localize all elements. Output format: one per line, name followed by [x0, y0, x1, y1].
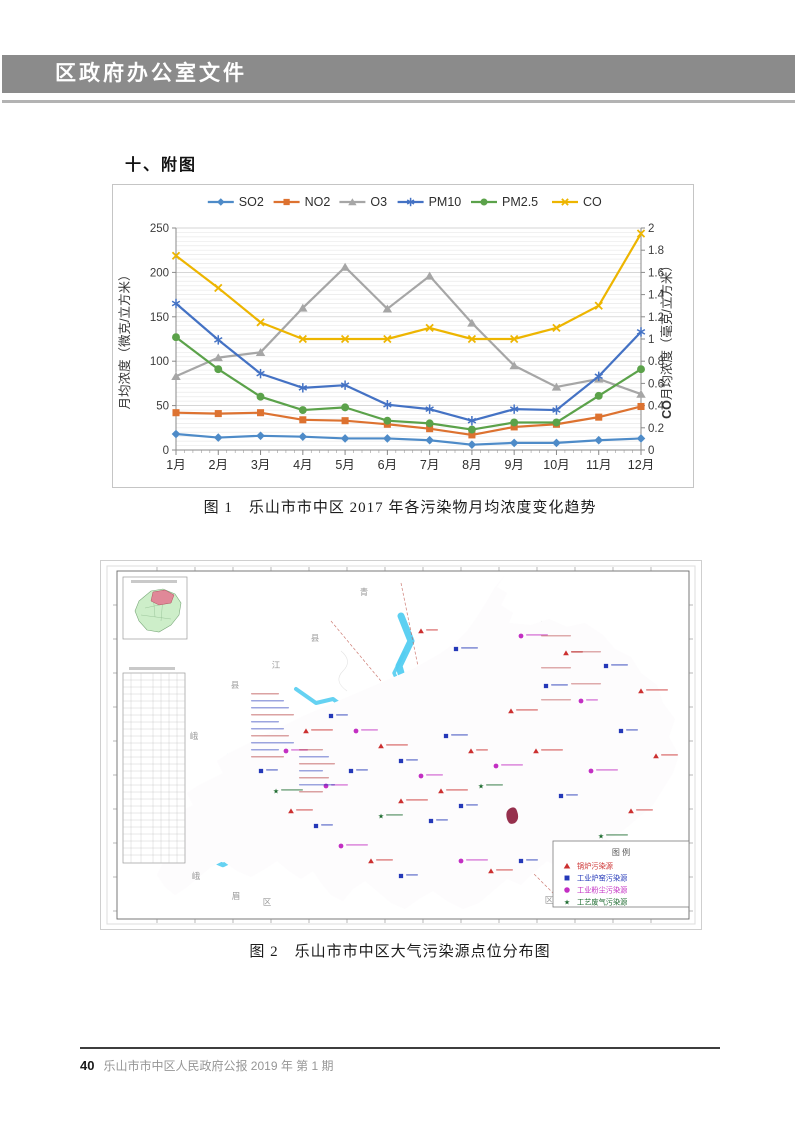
svg-text:峨: 峨	[192, 871, 201, 881]
inset-overview-map	[122, 576, 188, 640]
svg-text:8月: 8月	[462, 458, 481, 472]
svg-text:县: 县	[231, 680, 240, 690]
svg-text:1.6: 1.6	[648, 267, 664, 279]
svg-text:10月: 10月	[543, 458, 569, 472]
svg-text:眉: 眉	[232, 891, 241, 901]
series-O3	[171, 262, 646, 398]
svg-text:★: ★	[273, 788, 279, 796]
svg-text:PM10: PM10	[429, 195, 462, 209]
document-header-bar: 区政府办公室文件	[2, 55, 795, 93]
chart-axis-labels: 0 50 100 150 200 250 0 0.2 0.4 0.6 0.8 1 1.2 1.4 1.6 1.…	[150, 223, 665, 472]
svg-text:2: 2	[648, 223, 654, 235]
svg-text:5月: 5月	[335, 458, 354, 472]
svg-text:工艺废气污染源: 工艺废气污染源	[577, 898, 627, 907]
svg-text:青: 青	[360, 587, 369, 597]
figure-1-chart-frame: 0 50 100 150 200 250 0 0.2 0.4 0.6 0.8 1 1.2 1.4 1.6 1.…	[112, 184, 694, 488]
map-outer-frame	[106, 565, 696, 925]
svg-text:100: 100	[150, 356, 169, 368]
svg-text:县: 县	[311, 633, 320, 643]
svg-text:4月: 4月	[293, 458, 312, 472]
map-data-table	[122, 667, 186, 864]
svg-text:1.4: 1.4	[648, 290, 665, 302]
svg-text:0: 0	[648, 445, 654, 457]
svg-text:NO2: NO2	[305, 195, 331, 209]
svg-text:0.6: 0.6	[648, 378, 664, 390]
svg-text:PM2.5: PM2.5	[502, 195, 538, 209]
chart-gridlines	[176, 227, 641, 446]
header-title: 区政府办公室文件	[55, 62, 247, 85]
svg-text:0.4: 0.4	[648, 401, 665, 413]
pollution-source-map: ★★★★ 青县江县峨峨眉区区 图 例 锅炉污染源工业炉窑污染源工业粉尘污染	[106, 565, 696, 925]
figure-2-caption: 图 2 乐山市市中区大气污染源点位分布图	[249, 944, 551, 960]
svg-text:江: 江	[272, 660, 281, 670]
map-legend-title: 图 例	[612, 847, 630, 857]
footer: 40 乐山市市中区人民政府公报 2019 年 第 1 期	[80, 1057, 334, 1074]
svg-text:区: 区	[545, 895, 554, 905]
svg-text:0.8: 0.8	[648, 356, 664, 368]
pollution-point-markers: ★ ★ ★ ★	[251, 628, 678, 879]
svg-text:CO: CO	[583, 195, 602, 209]
header-divider	[2, 100, 795, 103]
svg-text:区: 区	[263, 897, 272, 907]
section-heading: 十、附图	[125, 157, 198, 174]
map-graticule-ticks	[113, 567, 693, 923]
footer-divider	[80, 1047, 720, 1049]
map-neighbor-labels: 青县江县峨峨眉区区	[190, 587, 554, 907]
chart-legend: SO2 NO2 O3 PM10 PM2.5 CO	[207, 195, 602, 209]
svg-text:1.2: 1.2	[648, 312, 664, 324]
svg-text:7月: 7月	[420, 458, 439, 472]
svg-text:250: 250	[150, 223, 169, 235]
pollution-trend-line-chart: 0 50 100 150 200 250 0 0.2 0.4 0.6 0.8 1 1.2 1.4 1.6 1.…	[117, 195, 674, 472]
svg-text:3月: 3月	[251, 458, 270, 472]
svg-text:150: 150	[150, 312, 169, 324]
svg-text:50: 50	[156, 401, 169, 413]
svg-text:200: 200	[150, 267, 169, 279]
svg-text:★: ★	[564, 899, 570, 907]
figure-2-map-frame: ★ ★ ★ ★ 青县江县峨峨眉区区 图 例 锅炉污染源 工业炉窑污染源 工业粉尘污染	[100, 560, 702, 930]
svg-text:1月: 1月	[166, 458, 185, 472]
svg-text:锅炉污染源: 锅炉污染源	[577, 862, 613, 871]
svg-text:SO2: SO2	[239, 195, 264, 209]
svg-text:9月: 9月	[504, 458, 523, 472]
left-axis-title: 月均浓度（微克/立方米）	[117, 269, 132, 410]
series-PM10	[171, 298, 646, 426]
svg-text:2月: 2月	[209, 458, 228, 472]
series-CO	[171, 229, 646, 344]
series-SO2	[171, 429, 646, 449]
right-axis-title: CO月均浓度（毫克/立方米）	[659, 259, 674, 419]
footer-text: 乐山市市中区人民政府公报 2019 年 第 1 期	[103, 1059, 334, 1073]
footer-page-number: 40	[80, 1058, 95, 1073]
svg-text:1: 1	[648, 334, 654, 346]
svg-text:0: 0	[163, 445, 169, 457]
svg-text:1.8: 1.8	[648, 245, 664, 257]
series-PM2.5	[172, 333, 645, 434]
svg-text:工业炉窑污染源: 工业炉窑污染源	[577, 874, 627, 883]
svg-text:峨: 峨	[190, 731, 199, 741]
svg-text:12月: 12月	[628, 458, 654, 472]
svg-text:工业粉尘污染源: 工业粉尘污染源	[577, 886, 627, 895]
series-NO2	[172, 402, 645, 439]
svg-text:★: ★	[378, 813, 384, 821]
map-neatline	[116, 570, 690, 920]
svg-text:★: ★	[598, 833, 604, 841]
svg-text:★: ★	[478, 783, 484, 791]
svg-text:11月: 11月	[586, 458, 611, 472]
svg-text:O3: O3	[370, 195, 387, 209]
svg-text:6月: 6月	[378, 458, 397, 472]
svg-text:0.2: 0.2	[648, 423, 664, 435]
figure-1-caption: 图 1 乐山市市中区 2017 年各污染物月均浓度变化趋势	[203, 500, 597, 516]
